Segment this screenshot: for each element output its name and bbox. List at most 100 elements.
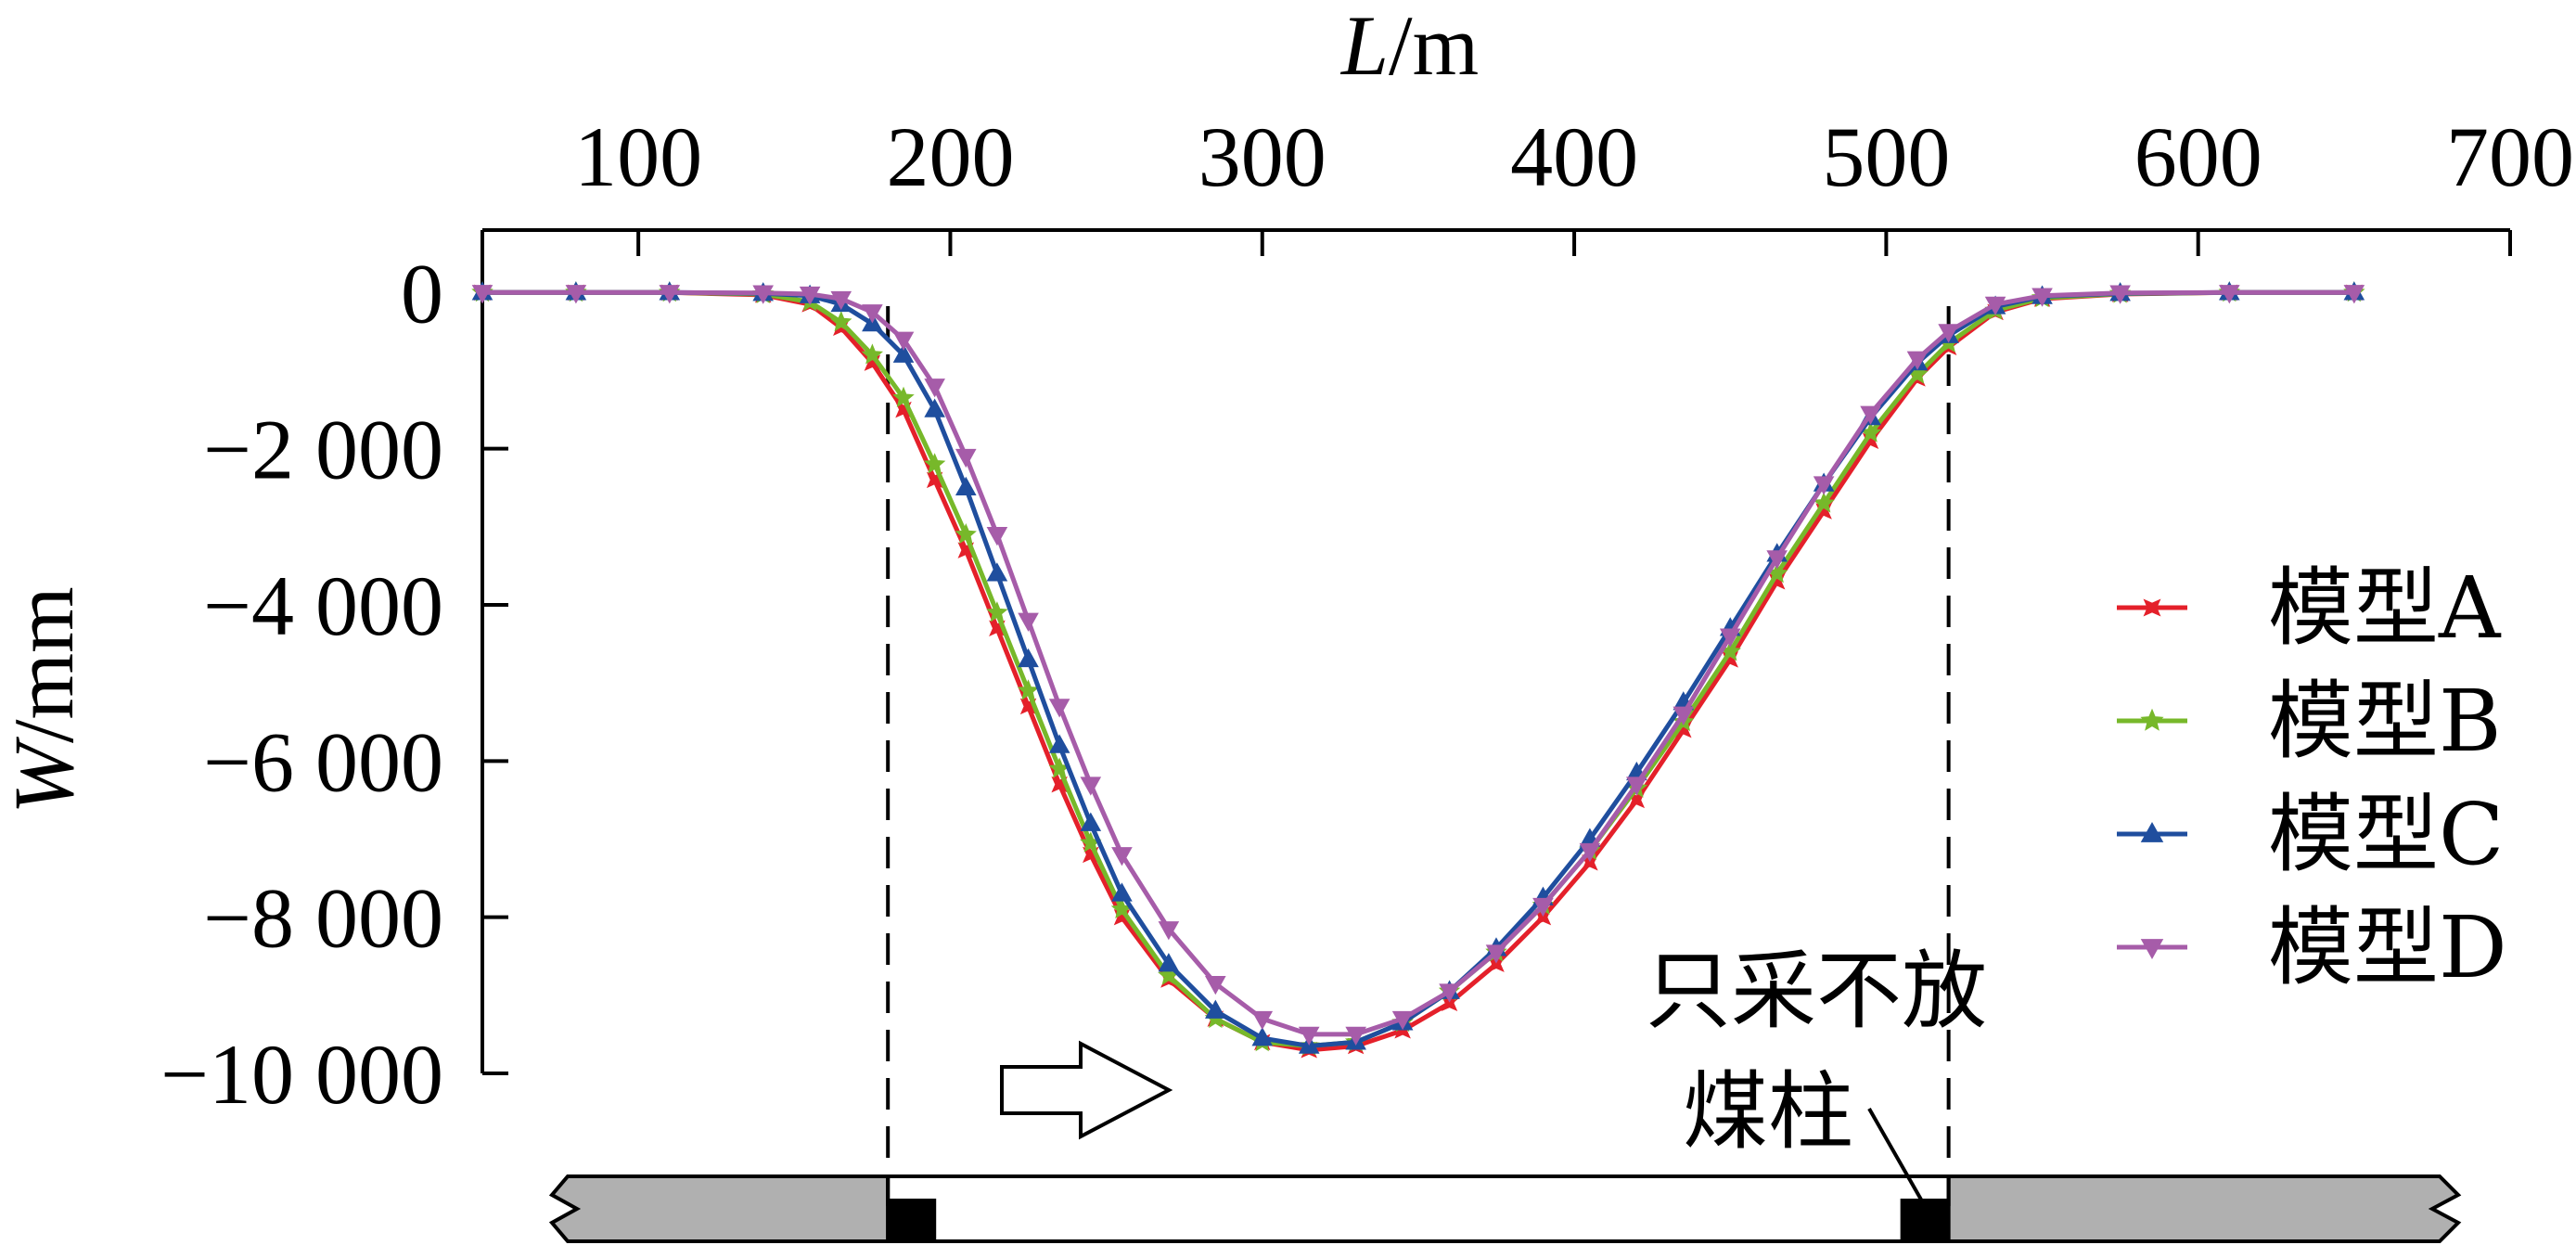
series-2 — [471, 280, 2365, 1056]
legend-item: 模型D — [2117, 898, 2507, 997]
y-tick-label: −4 000 — [203, 558, 443, 653]
plot-axes — [481, 228, 2510, 1073]
data-point-marker — [2143, 598, 2161, 617]
x-axis-unit: /m — [1389, 0, 1479, 93]
data-point-marker — [955, 523, 977, 545]
data-point-marker — [1579, 842, 1601, 863]
data-point-marker — [1298, 1026, 1320, 1046]
data-point-marker — [986, 601, 1008, 622]
legend-item: 模型B — [2117, 672, 2502, 771]
x-tick-label: 200 — [886, 109, 1014, 204]
data-point-marker — [2140, 821, 2164, 842]
data-point-marker — [1048, 699, 1070, 718]
data-point-marker — [1205, 976, 1226, 995]
data-point-marker — [1672, 706, 1695, 725]
data-point-marker — [2343, 285, 2365, 304]
data-point-marker — [1626, 777, 1647, 796]
series-3 — [471, 281, 2365, 1054]
x-tick-label: 400 — [1510, 109, 1638, 204]
x-axis-title: L/m — [1339, 0, 1479, 93]
y-tick-label: −2 000 — [203, 403, 443, 497]
data-point-marker — [1906, 351, 1929, 370]
y-tick-label: 0 — [401, 246, 443, 340]
data-point-marker — [924, 398, 945, 417]
data-point-marker — [1485, 944, 1507, 964]
legend-item: 模型A — [2117, 558, 2502, 658]
data-point-marker — [892, 331, 915, 351]
series-1 — [474, 284, 2363, 1059]
x-tick-label: 300 — [1198, 109, 1326, 204]
x-axis-ticks: 100 200 300 400 500 600 700 — [574, 109, 2574, 256]
legend-label: 模型A — [2268, 558, 2502, 658]
data-point-marker — [1080, 777, 1102, 796]
data-point-marker — [1345, 1026, 1366, 1046]
legend-item: 模型C — [2117, 785, 2504, 884]
y-tick-label: −6 000 — [203, 714, 443, 809]
pillar-annotation: 只采不放 煤柱 — [1646, 942, 1987, 1207]
arrow-shape — [1000, 1040, 1173, 1140]
data-point-marker — [1766, 550, 1788, 570]
data-point-marker — [1080, 812, 1102, 831]
data-point-marker — [2140, 708, 2164, 731]
data-point-marker — [861, 343, 884, 365]
x-tick-label: 700 — [2446, 109, 2574, 204]
data-point-marker — [1018, 612, 1039, 632]
series-4 — [471, 285, 2365, 1046]
data-point-marker — [923, 453, 946, 474]
annotation-leader-line — [1867, 1108, 1927, 1207]
coal-seam-diagram — [548, 1174, 2462, 1243]
data-point-marker — [752, 285, 774, 304]
legend-label: 模型B — [2268, 672, 2502, 771]
data-point-marker — [830, 290, 852, 311]
series-line — [482, 289, 2354, 1037]
data-point-marker — [892, 343, 915, 363]
legend-label: 模型C — [2268, 785, 2504, 884]
data-point-marker — [2140, 939, 2164, 960]
data-point-marker — [955, 476, 977, 495]
data-point-marker — [1251, 1010, 1274, 1031]
data-point-marker — [1532, 897, 1554, 918]
x-tick-label: 100 — [574, 109, 702, 204]
data-point-marker — [1048, 734, 1070, 753]
data-point-marker — [1813, 492, 1835, 513]
x-tick-label: 600 — [2134, 109, 2262, 204]
y-axis-unit: /mm — [0, 586, 91, 743]
x-axis-var: L — [1339, 0, 1389, 93]
y-tick-label: −8 000 — [203, 871, 443, 966]
data-point-marker — [565, 285, 587, 304]
data-point-marker — [986, 562, 1008, 582]
data-point-marker — [1251, 1027, 1274, 1046]
y-axis-title: W/mm — [0, 586, 91, 814]
data-point-marker — [892, 386, 915, 407]
seam-mined-out — [886, 1174, 1951, 1243]
annotation-line-2: 煤柱 — [1683, 1062, 1853, 1162]
data-point-marker — [1938, 324, 1959, 343]
series-line — [482, 289, 2354, 1049]
seam-left-grey — [548, 1174, 891, 1243]
data-point-marker — [1158, 921, 1180, 941]
data-point-marker — [1111, 882, 1133, 902]
y-axis-var: W — [0, 737, 91, 815]
data-point-marker — [986, 527, 1008, 546]
data-point-marker — [1017, 679, 1040, 700]
data-point-marker — [659, 285, 681, 304]
series-line — [482, 289, 2354, 1049]
data-point-marker — [1439, 983, 1460, 1003]
data-point-marker — [862, 304, 883, 324]
data-point-marker — [2219, 285, 2240, 304]
coal-pillar-left — [888, 1199, 937, 1243]
data-point-marker — [924, 379, 945, 398]
legend: 模型A 模型B 模型C 模型D — [2117, 558, 2507, 997]
data-point-marker — [1158, 953, 1180, 972]
data-point-marker — [799, 286, 821, 306]
data-point-marker — [1860, 405, 1881, 425]
data-point-marker — [1813, 476, 1835, 495]
pillar-boundary-lines — [886, 306, 1951, 1206]
y-axis-ticks: 0 −2 000 −4 000 −6 000 −8 000 −10 000 — [160, 246, 508, 1122]
data-point-marker — [1719, 628, 1741, 648]
seam-right-grey — [1946, 1174, 2462, 1243]
data-point-marker — [1391, 1010, 1414, 1031]
y-tick-label: −10 000 — [160, 1027, 443, 1122]
data-point-marker — [2031, 288, 2053, 307]
